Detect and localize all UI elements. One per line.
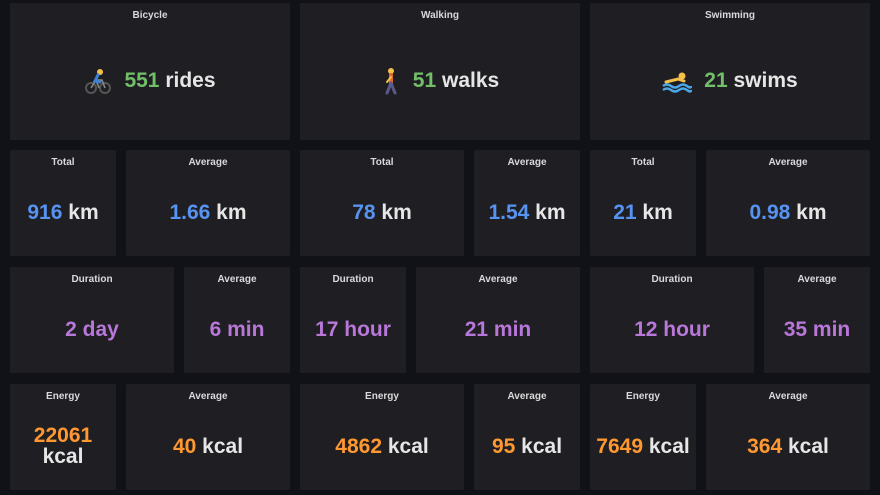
distance-unit: km	[216, 200, 247, 224]
panel-title: Total	[631, 157, 655, 168]
energy-unit: kcal	[387, 434, 429, 458]
bicycle-average-distance-value: 1.66	[169, 200, 211, 224]
panel-title: Average	[768, 157, 808, 168]
panel-title: Energy	[365, 391, 399, 402]
energy-unit: kcal	[788, 434, 829, 458]
bicycle-average-duration-value: 6 min	[209, 317, 265, 341]
panel-title: Average	[507, 391, 547, 402]
bicycle-average-duration-panel[interactable]: Average 6 min	[184, 267, 290, 373]
swimming-energy-panel[interactable]: Energy 7649 kcal	[590, 384, 696, 490]
walking-energy-value: 4862	[335, 434, 382, 458]
swimming-duration-panel[interactable]: Duration 12 hour	[590, 267, 754, 373]
swimming-average-energy-value: 364	[747, 434, 783, 458]
energy-unit: kcal	[648, 434, 690, 458]
panel-title: Energy	[46, 391, 80, 402]
panel-title: Average	[217, 274, 257, 285]
swimming-average-duration-value: 35 min	[783, 317, 851, 341]
swimming-count-unit: swims	[733, 69, 798, 92]
bicycle-count-panel[interactable]: Bicycle 551 rides	[10, 3, 290, 140]
swimming-total-distance-panel[interactable]: Total 21 km	[590, 150, 696, 256]
panel-title: Duration	[651, 274, 693, 285]
panel-title: Average	[478, 274, 518, 285]
swimming-average-energy-panel[interactable]: Average 364 kcal	[706, 384, 870, 490]
swimming-swim-count: 21	[704, 69, 728, 92]
swimming-energy-value: 7649	[596, 434, 643, 458]
bicycle-total-distance-panel[interactable]: Total 916 km	[10, 150, 116, 256]
walking-total-distance-panel[interactable]: Total 78 km	[300, 150, 464, 256]
panel-title: Duration	[71, 274, 113, 285]
bicycle-average-energy-value: 40	[172, 434, 197, 458]
energy-unit: kcal	[42, 445, 84, 468]
panel-title: Walking	[421, 10, 459, 21]
panel-title: Average	[188, 391, 228, 402]
walking-energy-panel[interactable]: Energy 4862 kcal	[300, 384, 464, 490]
swimmer-icon	[662, 69, 693, 93]
distance-unit: km	[68, 200, 99, 224]
walking-walk-count: 51	[412, 69, 437, 92]
walking-average-energy-value: 95	[491, 434, 516, 458]
walking-average-distance-value: 1.54	[488, 200, 530, 224]
bicycle-energy-value: 22061	[33, 424, 93, 447]
panel-title: Average	[768, 391, 808, 402]
panel-title: Energy	[626, 391, 660, 402]
walker-icon	[381, 67, 401, 95]
swimming-average-duration-panel[interactable]: Average 35 min	[764, 267, 870, 373]
cyclist-icon	[84, 67, 112, 95]
swimming-average-distance-value: 0.98	[749, 200, 791, 224]
bicycle-energy-panel[interactable]: Energy 22061 kcal	[10, 384, 116, 490]
bicycle-average-energy-panel[interactable]: Average 40 kcal	[126, 384, 290, 490]
distance-unit: km	[535, 200, 566, 224]
bicycle-average-distance-panel[interactable]: Average 1.66 km	[126, 150, 290, 256]
energy-unit: kcal	[202, 434, 244, 458]
walking-duration-value: 17 hour	[315, 317, 391, 341]
panel-title: Average	[188, 157, 228, 168]
panel-title: Total	[51, 157, 75, 168]
bicycle-ride-count: 551	[124, 69, 160, 92]
swimming-duration-value: 12 hour	[634, 317, 710, 341]
energy-unit: kcal	[521, 434, 563, 458]
walking-average-duration-panel[interactable]: Average 21 min	[416, 267, 580, 373]
walking-average-distance-panel[interactable]: Average 1.54 km	[474, 150, 580, 256]
walking-average-duration-value: 21 min	[464, 317, 532, 341]
panel-title: Bicycle	[132, 10, 168, 21]
bicycle-total-distance-value: 916	[27, 200, 63, 224]
walking-count-panel[interactable]: Walking 51 walks	[300, 3, 580, 140]
swimming-count-panel[interactable]: Swimming 21 swims	[590, 3, 870, 140]
distance-unit: km	[642, 200, 673, 224]
swimming-average-distance-panel[interactable]: Average 0.98 km	[706, 150, 870, 256]
panel-title: Swimming	[704, 10, 755, 21]
panel-title: Average	[507, 157, 547, 168]
walking-average-energy-panel[interactable]: Average 95 kcal	[474, 384, 580, 490]
bicycle-duration-value: 2 day	[65, 317, 119, 341]
walking-count-unit: walks	[441, 69, 500, 92]
bicycle-count-unit: rides	[165, 69, 216, 92]
bicycle-duration-panel[interactable]: Duration 2 day	[10, 267, 174, 373]
panel-title: Total	[370, 157, 394, 168]
distance-unit: km	[381, 200, 412, 224]
walking-total-distance-value: 78	[352, 200, 376, 224]
panel-title: Duration	[332, 274, 374, 285]
walking-duration-panel[interactable]: Duration 17 hour	[300, 267, 406, 373]
distance-unit: km	[796, 200, 827, 224]
swimming-total-distance-value: 21	[613, 200, 637, 224]
panel-title: Average	[797, 274, 837, 285]
